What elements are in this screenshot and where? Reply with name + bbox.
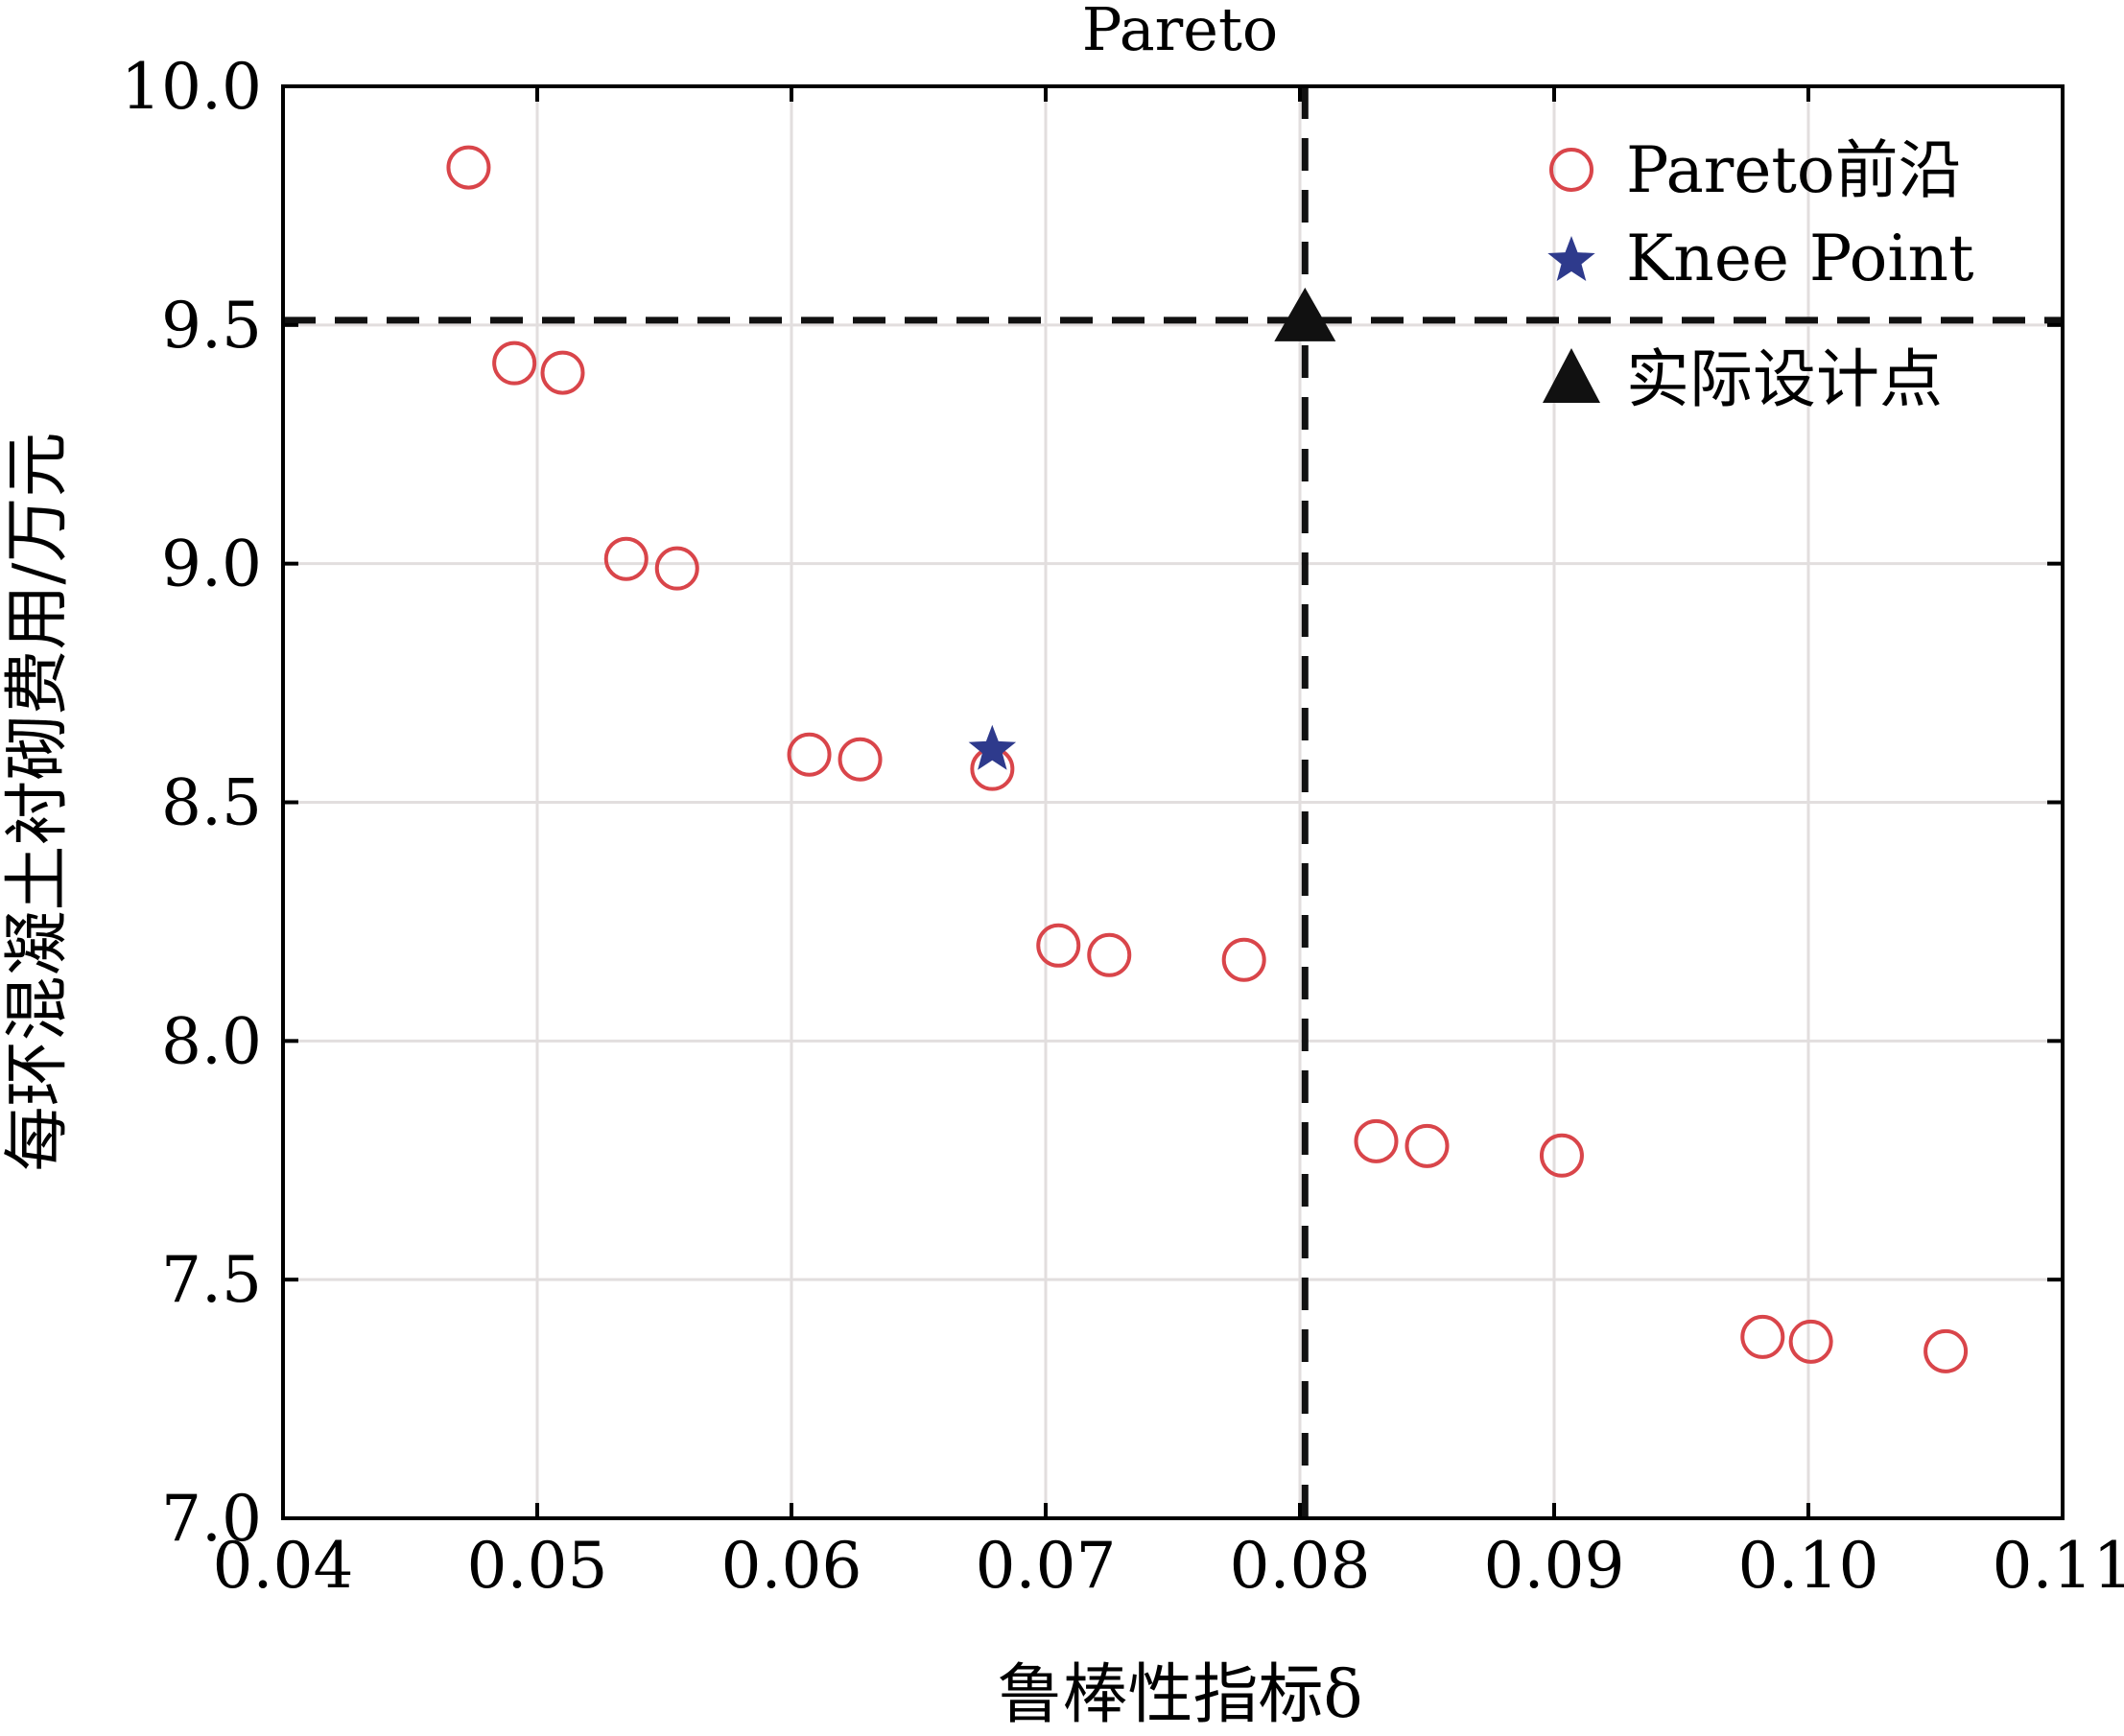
legend-star-marker — [1547, 236, 1595, 281]
legend-label-pareto: Pareto前沿 — [1626, 133, 1962, 207]
y-tick-label: 10.0 — [121, 50, 262, 124]
legend-triangle-marker — [1543, 348, 1600, 403]
data-marks — [446, 145, 1969, 1373]
grid — [283, 86, 2063, 1518]
pareto-point — [1036, 923, 1081, 968]
pareto-point — [1740, 1314, 1785, 1359]
legend-open-circle-marker — [1549, 148, 1593, 192]
legend-label-knee-point: Knee Point — [1626, 222, 1974, 295]
y-tick-label: 7.5 — [161, 1243, 262, 1317]
pareto-point — [446, 145, 491, 190]
x-tick-label: 0.09 — [1484, 1529, 1625, 1603]
y-tick-label: 9.0 — [161, 528, 262, 601]
legend-item-knee-point: Knee Point — [1547, 222, 1974, 295]
pareto-point — [1404, 1123, 1450, 1168]
actual-design-point-triangle — [1274, 287, 1336, 341]
legend-label-actual-design: 实际设计点 — [1626, 342, 1943, 416]
pareto-point — [838, 737, 883, 782]
x-tick-label: 0.05 — [467, 1529, 608, 1603]
pareto-point — [654, 546, 699, 591]
legend-item-actual-design: 实际设计点 — [1543, 342, 1943, 416]
y-tick-label: 9.5 — [161, 289, 262, 363]
y-tick-label: 8.0 — [161, 1004, 262, 1078]
pareto-point — [1539, 1133, 1584, 1178]
legend-item-pareto: Pareto前沿 — [1549, 133, 1962, 207]
x-axis-label: 鲁棒性指标δ — [998, 1657, 1363, 1733]
pareto-point — [787, 732, 832, 777]
x-tick-label: 0.11 — [1993, 1529, 2124, 1603]
pareto-point — [1354, 1118, 1399, 1163]
x-tick-label: 0.04 — [213, 1529, 354, 1603]
y-tick-label: 8.5 — [161, 766, 262, 840]
legend: Pareto前沿 Knee Point 实际设计点 — [1543, 133, 1974, 416]
pareto-point — [1221, 937, 1266, 982]
knee-point-star — [968, 724, 1017, 770]
y-axis-label: 每环混凝土衬砌费用/万元 — [0, 433, 76, 1172]
x-tick-label: 0.07 — [976, 1529, 1117, 1603]
pareto-point — [492, 340, 537, 386]
chart-title: Pareto — [1082, 0, 1278, 64]
axis-ticks: 0.04 0.05 0.06 0.07 0.08 0.09 0.10 0.11 7.0 7.5 8.… — [121, 50, 2124, 1603]
pareto-point — [540, 350, 585, 395]
pareto-point — [1923, 1328, 1969, 1373]
x-tick-label: 0.06 — [721, 1529, 862, 1603]
x-tick-label: 0.08 — [1230, 1529, 1371, 1603]
y-tick-label: 7.0 — [161, 1482, 262, 1556]
pareto-point — [603, 536, 649, 581]
pareto-point — [1788, 1319, 1833, 1364]
x-tick-label: 0.10 — [1738, 1529, 1879, 1603]
pareto-point — [1087, 932, 1132, 977]
